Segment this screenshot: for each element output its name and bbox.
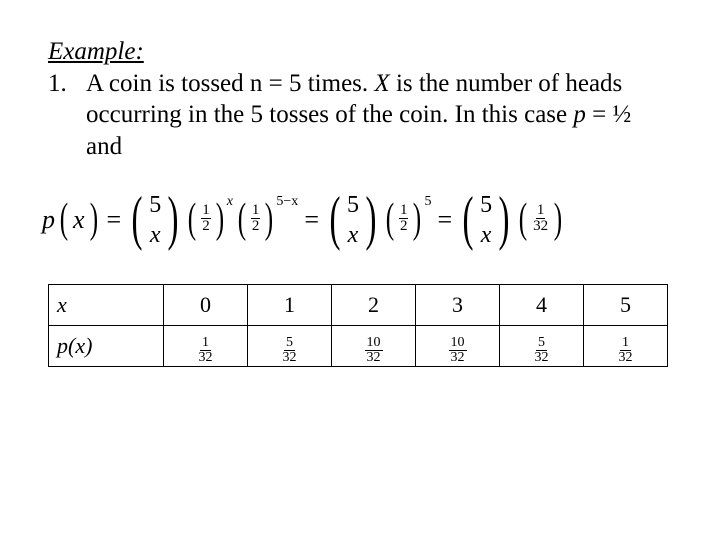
exponent: 5 [424,194,431,210]
frac-num: 1 [620,336,631,351]
binom-bottom: x [150,223,161,247]
frac-den: 32 [197,351,215,365]
frac-den: 32 [281,351,299,365]
frac-num: 1 [200,336,211,351]
lparen-icon: ( [463,188,474,248]
fraction-half: 1 2 [399,203,409,234]
binom: 5 x [149,193,161,247]
distribution-table: x 0 1 2 3 4 5 p(x) 132 532 1032 1032 532… [48,284,668,367]
eq-arg-x: x [73,205,85,235]
binom-top: 5 [149,193,161,217]
eq-sign: = [437,205,452,235]
frac-den: 32 [532,219,549,234]
binom: 5 x [347,193,359,247]
exponent: x [227,194,233,210]
table-cell: 3 [416,284,500,325]
frac-num: 1 [536,203,546,219]
var-p: p [573,101,586,128]
rparen-icon: ) [89,198,97,240]
problem-1: 1. A coin is tossed n = 5 times. X is th… [48,68,672,162]
eq-sign: = [107,205,122,235]
rparen-icon: ) [413,198,421,240]
frac-num: 5 [536,336,547,351]
problem-text: A coin is tossed n = 5 times. X is the n… [86,68,672,162]
table-cell: 1032 [416,325,500,366]
frac-den: 32 [365,351,383,365]
table-row: p(x) 132 532 1032 1032 532 132 [49,325,668,366]
table-cell: 1032 [332,325,416,366]
binom-bottom: x [481,223,492,247]
fraction-1-32: 1 32 [532,203,549,234]
frac-den: 2 [251,219,261,234]
lparen-icon: ( [238,198,246,240]
fraction-half: 1 2 [201,203,211,234]
rparen-icon: ) [215,198,223,240]
binom-top: 5 [347,193,359,217]
fraction-half: 1 2 [251,203,261,234]
binom-top: 5 [480,193,492,217]
rparen-icon: ) [365,188,376,248]
table-cell: 1 [248,284,332,325]
lparen-icon: ( [188,198,196,240]
rparen-icon: ) [168,188,179,248]
frac-den: 2 [399,219,409,234]
problem-number: 1. [48,68,86,162]
frac-num: 1 [399,203,409,219]
table-cell: 2 [332,284,416,325]
lparen-icon: ( [132,188,143,248]
example-heading: Example: [48,38,672,66]
row-header-px: p(x) [49,325,164,366]
frac-num: 10 [365,336,383,351]
exponent: 5−x [276,194,298,210]
frac-den: 2 [201,219,211,234]
binom: 5 x [480,193,492,247]
frac-num: 10 [449,336,467,351]
equation: p ( x ) = ( 5 x ) ( 1 2 ) x ( 1 2 ) 5−x … [42,190,672,250]
table-cell: 532 [500,325,584,366]
table-cell: 132 [164,325,248,366]
frac-den: 32 [449,351,467,365]
row-header-x: x [49,284,164,325]
table-cell: 5 [584,284,668,325]
table-cell: 532 [248,325,332,366]
eq-func-p: p [42,205,55,235]
rparen-icon: ) [554,198,562,240]
table-row: x 0 1 2 3 4 5 [49,284,668,325]
lparen-icon: ( [519,198,527,240]
rparen-icon: ) [499,188,510,248]
lparen-icon: ( [60,198,68,240]
frac-num: 1 [201,203,211,219]
table-cell: 132 [584,325,668,366]
text-part: A coin is tossed n = 5 times. [86,70,374,97]
lparen-icon: ( [386,198,394,240]
frac-num: 1 [251,203,261,219]
frac-num: 5 [284,336,295,351]
frac-den: 32 [533,351,551,365]
var-X: X [374,70,389,97]
table-cell: 4 [500,284,584,325]
rparen-icon: ) [265,198,273,240]
eq-sign: = [304,205,319,235]
table-cell: 0 [164,284,248,325]
lparen-icon: ( [329,188,340,248]
frac-den: 32 [617,351,635,365]
binom-bottom: x [348,223,359,247]
